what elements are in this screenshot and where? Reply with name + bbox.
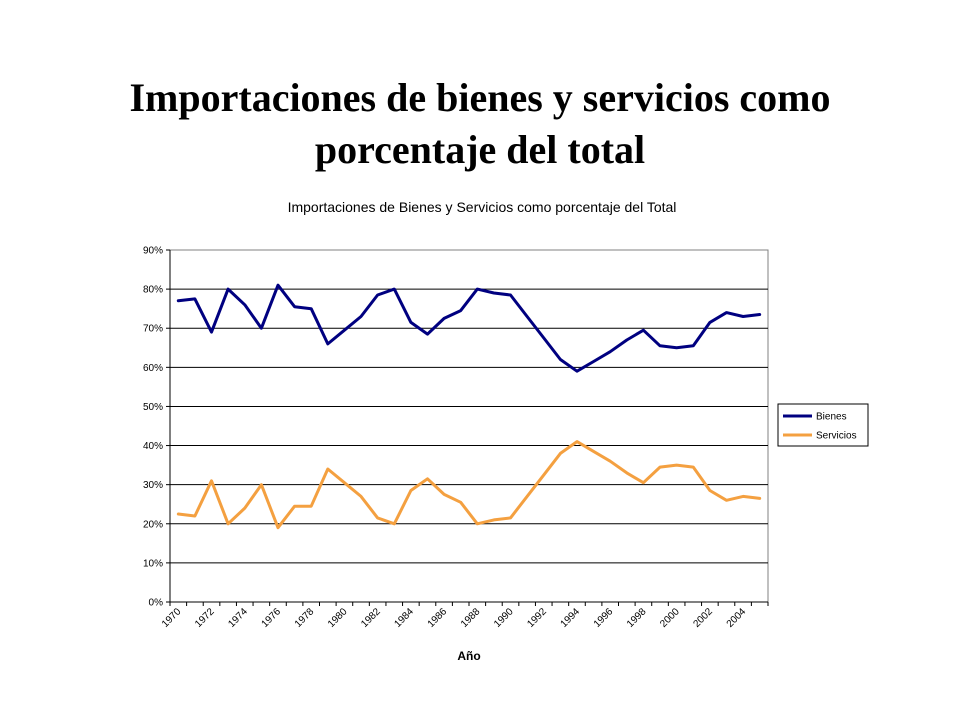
chart-title: Importaciones de Bienes y Servicios como… [288, 199, 677, 215]
x-tick-label: 1992 [525, 606, 549, 630]
x-tick-label: 1996 [592, 606, 616, 630]
y-tick-label: 40% [143, 441, 163, 452]
gridlines [170, 288, 768, 564]
slide-title-line-2: porcentaje del total [314, 127, 646, 172]
y-tick-label: 70% [143, 324, 163, 335]
x-tick-label: 1986 [426, 606, 450, 630]
x-tick-label: 1980 [326, 606, 350, 630]
y-tick-label: 90% [143, 246, 163, 257]
y-tick-label: 50% [143, 402, 163, 413]
x-axis-ticks: 1970 1972 1974 1976 1978 1980 1982 1984 1986 1988… [160, 602, 769, 630]
x-tick-label: 1978 [293, 606, 317, 630]
y-tick-label: 10% [143, 558, 163, 569]
x-tick-label: 1982 [359, 606, 383, 630]
series-line-servicios [176, 440, 762, 530]
x-tick-label: 2002 [691, 606, 715, 630]
x-tick-label: 1990 [492, 606, 516, 630]
x-tick-label: 1974 [226, 606, 250, 630]
x-axis-label: Año [457, 649, 480, 663]
legend-box [777, 403, 869, 447]
plot-area [169, 249, 769, 603]
series-group [176, 283, 762, 530]
x-tick-label: 1998 [625, 606, 649, 630]
y-tick-label: 60% [143, 363, 163, 374]
x-tick-label: 1994 [559, 606, 583, 630]
x-tick-label: 1976 [260, 606, 284, 630]
y-axis-ticks: 0% 10% 20% 30% 40% 50% 60% 70% 80% 90% [143, 246, 170, 609]
x-tick-label: 2000 [658, 606, 682, 630]
legend: Bienes Servicios [777, 403, 869, 447]
series-line-bienes [176, 283, 762, 373]
x-tick-label: 1972 [193, 606, 217, 630]
x-tick-label: 1988 [459, 606, 483, 630]
x-tick-label: 2004 [725, 606, 749, 630]
y-tick-label: 30% [143, 480, 163, 491]
legend-label-bienes: Bienes [816, 412, 847, 423]
x-tick-label: 1984 [392, 606, 416, 630]
slide-title: Importaciones de bienes y servicios como… [0, 72, 960, 176]
slide-title-line-1: Importaciones de bienes y servicios como [129, 75, 831, 120]
y-tick-label: 20% [143, 519, 163, 530]
x-tick-label: 1970 [160, 606, 184, 630]
y-tick-label: 80% [143, 285, 163, 296]
y-tick-label: 0% [149, 598, 164, 609]
legend-label-servicios: Servicios [816, 431, 857, 442]
